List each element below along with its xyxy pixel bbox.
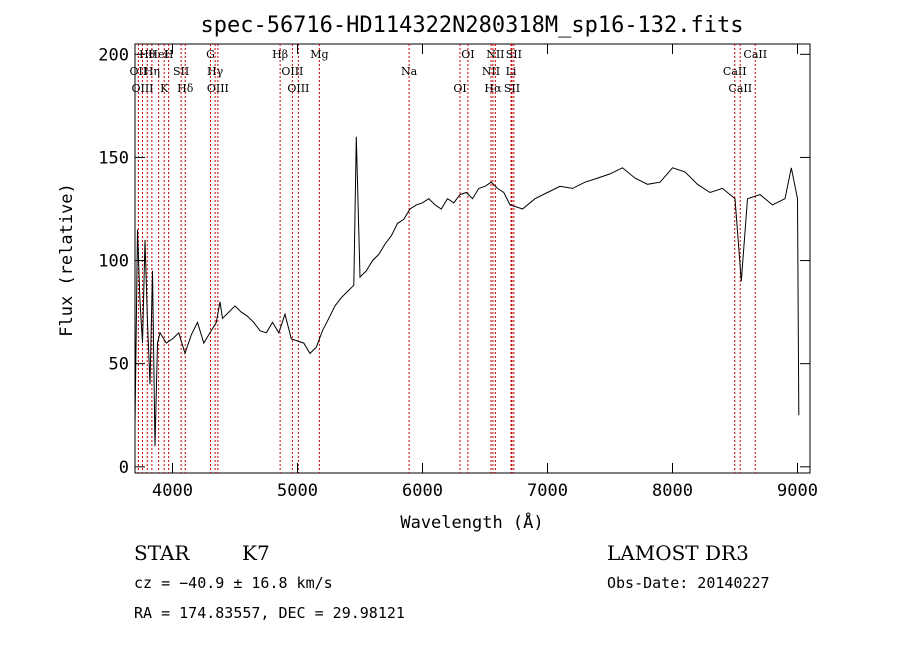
line-label-19: NII <box>482 65 500 78</box>
y-tick-label-4: 200 <box>98 45 129 65</box>
line-label-25: CaII <box>723 65 747 78</box>
y-tick-label-1: 50 <box>109 355 129 375</box>
line-label-2: OIII <box>131 82 153 95</box>
line-label-0: Hθ <box>139 48 156 61</box>
line-label-1: OII <box>130 65 148 78</box>
x-tick-label-2: 6000 <box>402 481 443 501</box>
line-label-11: OIII <box>207 82 229 95</box>
x-tick-label-3: 7000 <box>527 481 568 501</box>
x-tick-label-4: 8000 <box>652 481 693 501</box>
plot-frame <box>134 43 811 474</box>
y-tick-label-0: 0 <box>119 458 129 478</box>
x-tick-label-5: 9000 <box>777 481 818 501</box>
line-label-22: Li <box>506 65 517 78</box>
y-tick-label-3: 150 <box>98 148 129 168</box>
object-subclass: K7 <box>242 541 270 565</box>
line-label-17: OI <box>453 82 466 95</box>
line-label-5: K <box>160 82 169 95</box>
y-tick-label-2: 100 <box>98 252 129 272</box>
line-label-14: OIII <box>287 82 309 95</box>
object-class: STAR <box>134 541 190 565</box>
observation-date: Obs-Date: 20140227 <box>607 574 770 592</box>
line-label-3: HeI <box>148 48 168 61</box>
line-label-20: Hα <box>484 82 502 95</box>
line-label-7: SII <box>173 65 189 78</box>
line-label-4: Hη <box>144 65 160 78</box>
line-label-8: Hδ <box>177 82 194 95</box>
x-tick-label-1: 5000 <box>277 481 318 501</box>
line-label-12: Hβ <box>272 48 288 61</box>
line-label-16: Na <box>401 65 418 78</box>
survey-name: LAMOST DR3 <box>607 541 749 565</box>
line-label-24: SII <box>506 48 522 61</box>
line-label-21: NII <box>486 48 504 61</box>
coordinates: RA = 174.83557, DEC = 29.98121 <box>134 604 405 622</box>
line-label-23: SII <box>504 82 520 95</box>
chart-title: spec-56716-HD114322N280318M_sp16-132.fit… <box>200 13 743 38</box>
line-label-10: Hγ <box>207 65 224 78</box>
line-label-18: OI <box>461 48 474 61</box>
redshift-velocity: cz = −40.9 ± 16.8 km/s <box>134 574 333 592</box>
line-label-27: CaII <box>743 48 767 61</box>
y-axis-ticks: 0 50 100 150 200 <box>98 45 810 478</box>
y-axis-label: Flux (relative) <box>57 183 77 337</box>
line-label-9: G <box>206 48 215 61</box>
spectrum-series-line <box>134 136 800 447</box>
spectral-line-markers <box>137 44 756 473</box>
x-axis-label: Wavelength (Å) <box>400 511 543 533</box>
line-label-6: H <box>164 48 174 61</box>
line-label-15: Mg <box>310 48 328 61</box>
line-label-13: OIII <box>281 65 303 78</box>
spectral-line-labels: Hθ OII OIII HeI HηK H SII Hδ G Hγ OIII Hβ OIII OIII Mg… <box>130 48 768 95</box>
x-tick-label-0: 4000 <box>152 481 193 501</box>
x-axis-ticks: 4000 5000 6000 7000 8000 9000 <box>152 44 818 501</box>
line-label-26: CaII <box>728 82 752 95</box>
